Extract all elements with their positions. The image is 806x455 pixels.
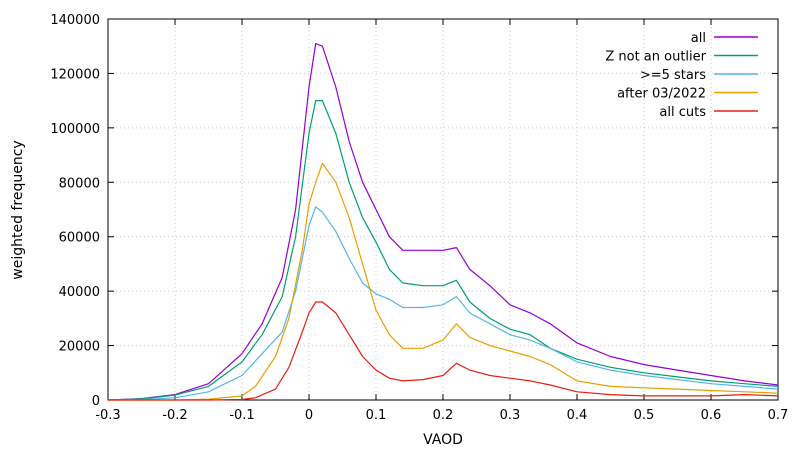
series-line-0 [107,42,779,401]
x-tick-label: 0.1 [366,408,387,423]
legend: all Z not an outlier >=5 stars after 03/202… [605,31,758,120]
x-tick-label: -0.1 [229,408,254,423]
y-tick-label: 60000 [59,231,100,246]
y-tick-label: 0 [92,394,100,409]
y-axis-title: weighted frequency [10,140,26,279]
legend-label: after 03/2022 [617,87,706,102]
series-line-1 [107,100,779,401]
y-tick-label: 100000 [50,122,100,137]
axis-ticks: -0.3 -0.2 -0.1 0 0.1 0.2 0.3 0.4 0.5 0.6 0.7 0 20000… [50,13,788,423]
x-tick-label: 0 [305,408,313,423]
series-line-4 [108,301,779,401]
x-tick-label: 0.6 [701,408,722,423]
legend-label: all cuts [659,105,706,120]
series-line-3 [108,162,779,401]
x-tick-label: 0.4 [567,408,588,423]
y-tick-label: 120000 [50,67,100,82]
x-tick-label: 0.2 [433,408,454,423]
y-tick-label: 20000 [59,340,100,355]
legend-label: >=5 stars [640,68,706,83]
x-tick-label: -0.3 [95,408,120,423]
series-line-2 [107,206,779,401]
series-lines [107,42,779,401]
y-tick-label: 80000 [59,176,100,191]
x-tick-label: 0.7 [768,408,789,423]
y-tick-label: 40000 [59,285,100,300]
x-tick-label: 0.5 [634,408,655,423]
legend-label: all [691,31,706,46]
y-tick-label: 140000 [50,13,100,28]
x-axis-title: VAOD [423,432,463,448]
legend-label: Z not an outlier [605,50,706,65]
x-tick-label: 0.3 [500,408,521,423]
x-tick-label: -0.2 [162,408,187,423]
